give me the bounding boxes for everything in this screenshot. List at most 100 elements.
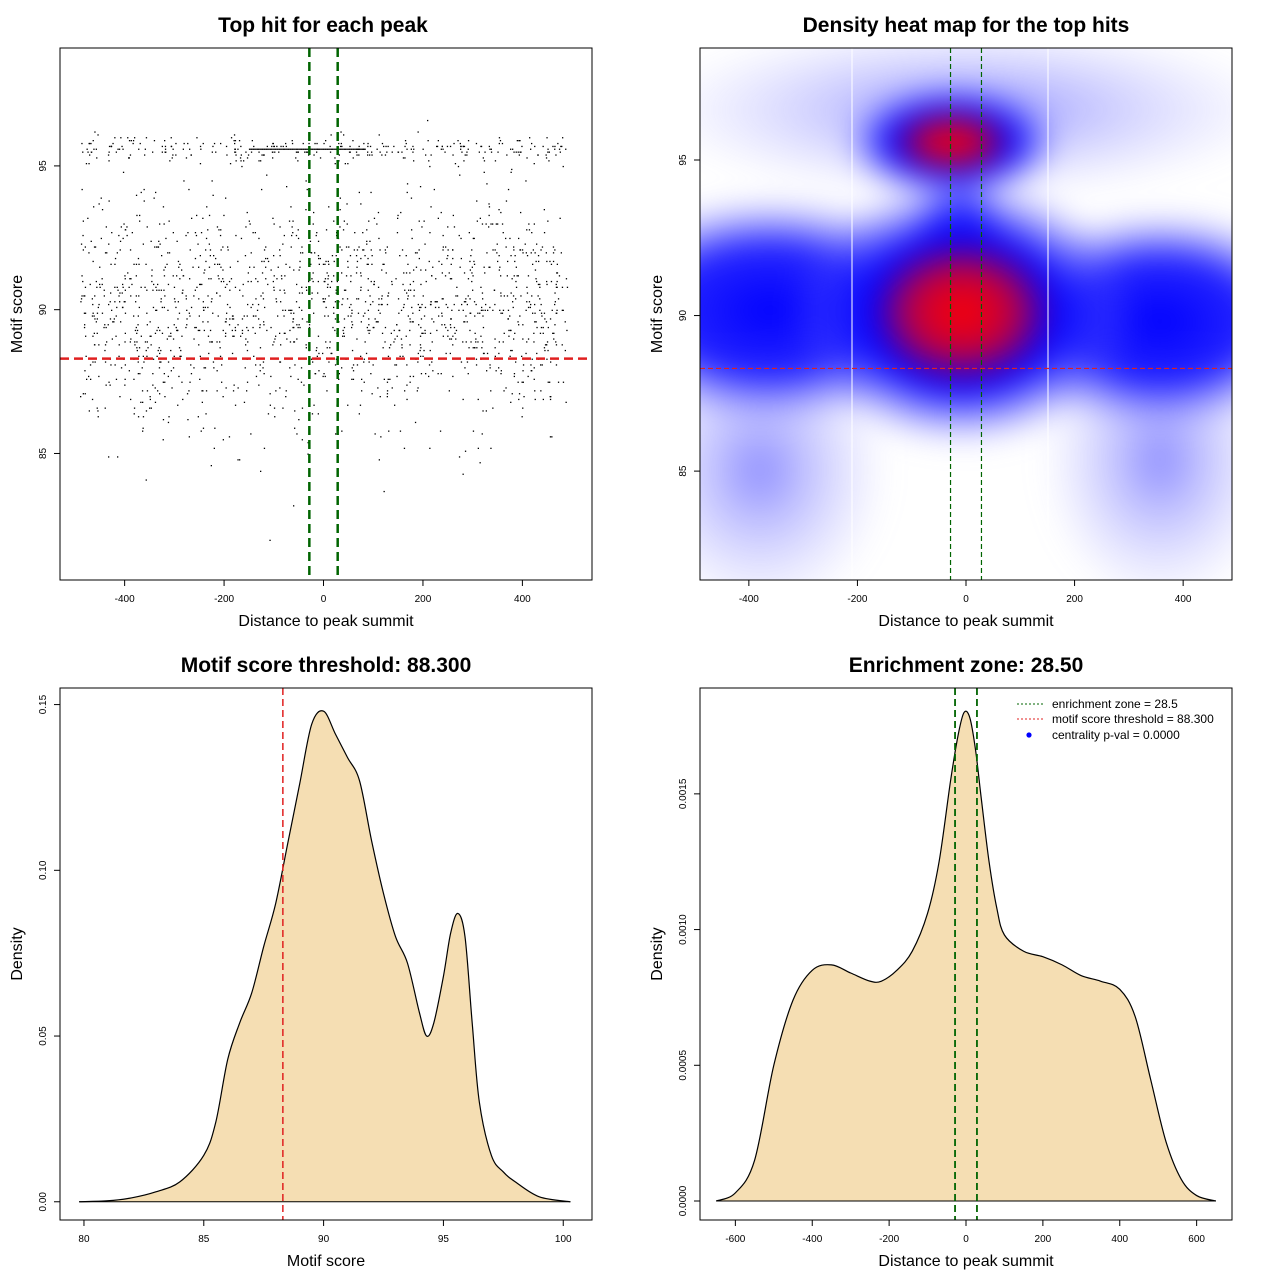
scatter-point <box>277 148 279 150</box>
scatter-point <box>196 286 198 288</box>
scatter-point <box>346 148 348 150</box>
scatter-point <box>165 237 167 240</box>
scatter-point <box>182 275 184 277</box>
scatter-point <box>105 226 107 228</box>
scatter-point <box>183 180 185 182</box>
scatter-point <box>123 223 125 225</box>
scatter-point <box>109 301 111 303</box>
scatter-point <box>540 326 543 329</box>
scatter-point <box>168 416 170 418</box>
scatter-point <box>167 309 169 311</box>
scatter-point <box>273 341 275 343</box>
scatter-point <box>406 183 409 185</box>
scatter-point <box>281 278 283 280</box>
scatter-point <box>98 203 100 205</box>
scatter-point <box>498 352 500 355</box>
scatter-point <box>158 240 160 242</box>
scatter-point <box>139 373 141 375</box>
scatter-point <box>187 419 189 421</box>
scatter-point <box>401 344 403 346</box>
scatter-point <box>332 326 334 329</box>
scatter-point <box>298 292 301 294</box>
scatter-point <box>360 289 362 291</box>
scatter-point <box>216 341 218 343</box>
scatter-point <box>390 344 392 346</box>
scatter-point <box>518 324 520 326</box>
scatter-point <box>292 326 294 329</box>
scatter-point <box>503 295 505 297</box>
scatter-point <box>198 344 200 346</box>
scatter-point <box>263 321 265 323</box>
x-tick-label: 95 <box>438 1234 450 1245</box>
scatter-point <box>135 326 137 329</box>
scatter-point <box>562 137 564 139</box>
scatter-point <box>203 329 205 332</box>
scatter-point <box>486 183 488 185</box>
scatter-point <box>187 232 189 234</box>
scatter-point <box>295 148 297 150</box>
scatter-point <box>371 263 373 265</box>
scatter-point <box>527 275 530 277</box>
scatter-point <box>220 229 222 231</box>
scatter-point <box>234 151 237 153</box>
density-curve <box>715 710 1217 1202</box>
scatter-point <box>347 260 349 263</box>
scatter-point <box>458 456 461 458</box>
scatter-point <box>117 289 119 291</box>
scatter-point <box>259 326 261 329</box>
scatter-point <box>189 315 191 317</box>
scatter-point <box>196 137 198 139</box>
scatter-point <box>343 318 346 320</box>
scatter-point <box>142 355 144 357</box>
scatter-point <box>307 453 309 455</box>
scatter-point <box>334 148 336 150</box>
scatter-point <box>233 134 236 136</box>
scatter-point <box>477 398 479 401</box>
scatter-point <box>248 220 250 222</box>
scatter-point <box>317 148 319 150</box>
scatter-point <box>199 163 202 165</box>
scatter-point <box>191 217 193 219</box>
scatter-point <box>361 148 364 150</box>
scatter-point <box>391 283 393 286</box>
scatter-point <box>147 347 149 349</box>
scatter-point <box>385 252 387 254</box>
scatter-point <box>140 401 142 403</box>
scatter-point <box>429 232 431 234</box>
scatter-point <box>520 151 522 153</box>
scatter-point <box>170 349 172 352</box>
scatter-point <box>163 269 165 271</box>
scatter-point <box>279 387 281 389</box>
scatter-point <box>521 145 523 148</box>
scatter-point <box>284 332 286 334</box>
scatter-point <box>444 275 447 277</box>
scatter-point <box>136 332 138 334</box>
scatter-point <box>420 318 423 320</box>
scatter-point <box>442 234 444 237</box>
scatter-point <box>292 321 294 323</box>
scatter-point <box>252 326 254 329</box>
scatter-point <box>369 303 372 306</box>
scatter-point <box>138 347 141 349</box>
scatter-point <box>481 347 483 349</box>
scatter-point <box>561 344 563 346</box>
scatter-point <box>182 289 184 291</box>
scatter-point <box>136 341 138 343</box>
scatter-point <box>80 298 83 300</box>
scatter-point <box>376 321 378 323</box>
scatter-point <box>488 214 490 217</box>
scatter-point <box>497 260 499 263</box>
scatter-point <box>407 298 409 300</box>
scatter-point <box>552 252 555 254</box>
scatter-point <box>250 151 253 153</box>
scatter-point <box>467 140 470 142</box>
scatter-point <box>282 407 284 409</box>
scatter-point <box>510 292 512 294</box>
scatter-point <box>427 140 429 142</box>
scatter-point <box>224 286 227 288</box>
scatter-point <box>360 355 362 357</box>
scatter-point <box>180 355 182 357</box>
scatter-point <box>366 326 368 329</box>
scatter-point <box>544 349 546 352</box>
scatter-point <box>469 269 471 271</box>
